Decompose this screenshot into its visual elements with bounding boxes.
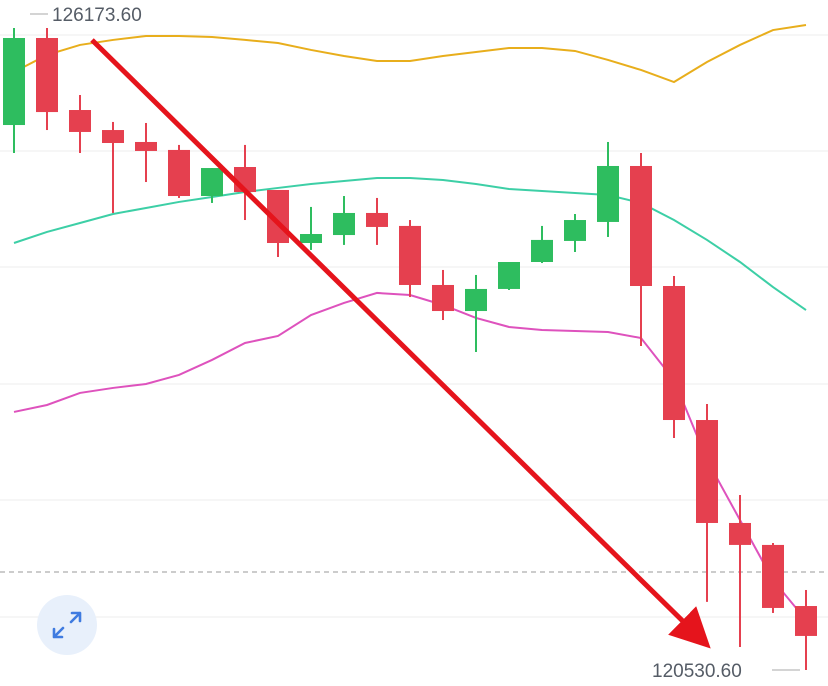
candle-body xyxy=(399,225,421,285)
min-label: 120530.60 xyxy=(652,661,742,682)
candle-body xyxy=(696,420,718,523)
candle-body xyxy=(102,130,124,144)
candle-body xyxy=(663,286,685,421)
candle-body xyxy=(36,37,58,113)
max-label: 126173.60 xyxy=(52,5,142,26)
candle-body xyxy=(333,212,355,236)
candle-body xyxy=(795,606,817,636)
candle-body xyxy=(168,149,190,197)
candle-body xyxy=(366,212,388,227)
candle-body xyxy=(531,239,553,262)
candle-body xyxy=(597,165,619,222)
candle-body xyxy=(300,234,322,244)
trend-arrow xyxy=(90,38,711,649)
grid xyxy=(0,34,828,618)
candle-body xyxy=(729,522,751,545)
candle-body xyxy=(465,288,487,312)
candle-body xyxy=(135,141,157,151)
candle-body xyxy=(498,261,520,289)
expand-button[interactable] xyxy=(37,595,97,655)
bands xyxy=(13,24,807,621)
band-line xyxy=(13,177,807,311)
candle-body xyxy=(432,284,454,312)
band-line xyxy=(13,291,807,621)
candle-body xyxy=(69,110,91,132)
band-line xyxy=(13,24,807,84)
candle-body xyxy=(564,220,586,241)
candles xyxy=(3,27,817,671)
candle-body xyxy=(3,37,25,126)
candle-body xyxy=(762,544,784,608)
candle-body xyxy=(201,168,223,197)
candle-body xyxy=(630,165,652,287)
